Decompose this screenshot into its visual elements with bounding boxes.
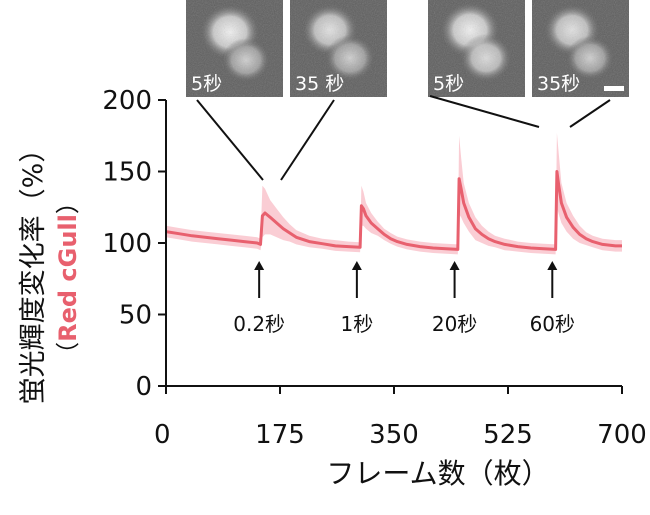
y-sublabel-close-paren: ） [54,190,82,214]
inset-image-4: 35秒 [532,0,629,97]
scale-bar [604,86,624,91]
y-axis-label: 蛍光輝度変化率（%） [18,136,49,405]
inset-image-2: 35 秒 [290,0,387,97]
callout-line-2b [569,99,611,128]
stimulus-arrowhead-2 [449,261,460,270]
stimulus-label-0: 0.2秒 [233,312,285,336]
inset-label-4: 35秒 [537,73,580,95]
y-tick-label-1: 50 [119,301,152,331]
inset-image-1: 5秒 [186,0,283,97]
y-sublabel-open-paren: （ [54,342,82,366]
callout-line-1a [196,99,264,181]
y-axis-label-group: 蛍光輝度変化率（%） [18,136,49,405]
inset-image-3: 5秒 [428,0,525,97]
inset-images: 5秒 35 秒 5秒 35秒 [186,0,629,97]
x-tick-label-1: 175 [255,420,305,450]
y-tick-label-2: 100 [102,229,152,259]
x-tick-label-3: 525 [483,420,533,450]
x-tick-label-4: 700 [597,420,647,450]
inset-callout-lines [196,95,611,181]
y-tick-label-3: 150 [102,158,152,188]
callout-line-1b [280,99,335,181]
y-tick-label-4: 200 [102,86,152,116]
stimulus-arrowhead-3 [547,261,558,270]
stimulus-arrowhead-0 [254,261,265,270]
y-sublabel-text: Red cGull [54,214,82,342]
x-axis-ticks: 0 175 350 525 700 [154,386,647,450]
series-line [165,170,622,251]
inset-label-1: 5秒 [191,73,222,95]
callout-line-2a [429,95,540,128]
x-axis-label: フレーム数（枚） [326,457,549,490]
x-tick-label-0: 0 [154,420,171,450]
y-tick-label-0: 0 [135,372,152,402]
y-axis-ticks: 0 50 100 150 200 [102,86,166,402]
stimulus-label-2: 20秒 [432,312,477,336]
stimulus-label-1: 1秒 [341,312,374,336]
stimulus-markers: 0.2秒 1秒 20秒 60秒 [233,261,575,336]
inset-label-3: 5秒 [433,73,464,95]
y-axis-sublabel: （Red cGull） [54,190,82,366]
inset-label-2: 35 秒 [295,73,344,95]
x-tick-label-2: 350 [369,420,419,450]
stimulus-arrowhead-1 [351,261,362,270]
stimulus-label-3: 60秒 [530,312,575,336]
series-band [166,132,622,255]
variability-band [166,132,622,255]
y-axis-sublabel-group: （Red cGull） [54,190,82,366]
